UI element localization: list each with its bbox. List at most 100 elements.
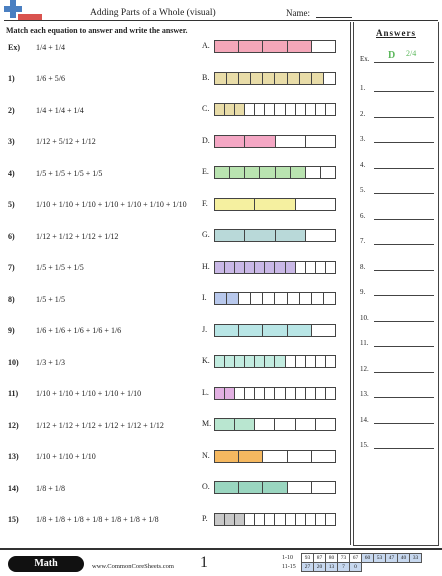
problem-equation: 1/3 + 1/3 — [36, 357, 65, 367]
bar-part-empty — [294, 197, 336, 211]
answer-row-label: 5. — [360, 186, 366, 194]
answer-line[interactable] — [374, 244, 434, 245]
answer-line[interactable] — [374, 371, 434, 373]
problem-row: 10) 1/3 + 1/3 — [8, 355, 65, 369]
answer-row-label: 13. — [360, 390, 369, 398]
score-table: 1-10 93 87 80 73 67 60 53 47 40 33 11-15 27 20 13 7 0 — [282, 552, 422, 572]
problem-number: 10) — [8, 357, 19, 367]
fraction-bar — [214, 355, 336, 368]
problem-row: 14) 1/8 + 1/8 — [8, 481, 65, 495]
problem-number: 6) — [8, 231, 15, 241]
problem-row: 4) 1/5 + 1/5 + 1/5 + 1/5 — [8, 166, 102, 180]
bar-part-empty — [310, 323, 336, 337]
answer-line[interactable] — [374, 193, 434, 194]
fraction-bar — [214, 449, 336, 463]
footer: Math www.CommonCoreSheets.com 1 1-10 93 87… — [0, 548, 442, 576]
bar-part-shaded — [262, 481, 288, 494]
problem-number: 9) — [8, 326, 15, 335]
answer-row-label: 14. — [360, 415, 369, 424]
bar-part-shaded — [274, 166, 291, 179]
answer-line[interactable] — [374, 422, 434, 424]
example-answer-fraction: 2/4 — [406, 49, 417, 58]
bar-part-shaded — [214, 40, 240, 53]
bar-letter: O. — [202, 482, 210, 491]
problem-row: 2) 1/4 + 1/4 + 1/4 — [8, 103, 84, 117]
problem-row: 6) 1/12 + 1/12 + 1/12 + 1/12 — [8, 229, 118, 243]
problem-number: 2) — [8, 105, 15, 115]
problem-number: Ex) — [8, 42, 20, 52]
problem-row: 13) 1/10 + 1/10 + 1/10 — [8, 450, 96, 464]
bar-part-empty — [310, 40, 336, 53]
answer-line[interactable] — [374, 91, 434, 92]
problem-row: 3) 1/12 + 5/12 + 1/12 — [8, 135, 96, 149]
math-badge: Math — [8, 556, 84, 572]
bar-letter: M. — [202, 419, 212, 428]
answers-title: Answers — [376, 28, 416, 38]
bar-part-empty — [319, 166, 336, 179]
answer-line[interactable] — [374, 269, 434, 271]
bar-part-empty — [304, 134, 336, 148]
header-divider — [4, 20, 438, 21]
bar-part-empty — [322, 71, 336, 85]
score-cell: 33 — [409, 552, 422, 563]
answer-line[interactable] — [374, 346, 434, 347]
answer-row-label: 15. — [360, 441, 369, 449]
problem-row: 1) 1/6 + 5/6 — [8, 72, 65, 86]
answer-line[interactable] — [374, 116, 434, 118]
bar-part-shaded — [214, 166, 231, 179]
bar-part-empty — [310, 481, 336, 494]
answer-line[interactable] — [374, 218, 434, 220]
bar-letter: D. — [202, 135, 210, 145]
example-answer-letter: D — [388, 50, 396, 61]
bar-letter: E. — [202, 167, 209, 176]
answer-row-label: 4. — [360, 160, 366, 169]
fraction-bar — [214, 292, 336, 305]
bar-part-shaded — [262, 323, 288, 337]
page-number: 1 — [200, 554, 208, 571]
name-field-line[interactable] — [316, 17, 352, 18]
bar-part-empty — [286, 481, 312, 494]
problem-number: 13) — [8, 452, 19, 461]
problem-equation: 1/6 + 5/6 — [36, 74, 65, 83]
problem-number: 12) — [8, 420, 19, 430]
problem-equation: 1/12 + 5/12 + 1/12 — [36, 137, 96, 146]
bar-part-shaded — [286, 323, 312, 337]
answer-row-label: 8. — [360, 262, 366, 271]
bar-letter: J. — [202, 324, 208, 334]
problem-row: 5) 1/10 + 1/10 + 1/10 + 1/10 + 1/10 + 1/1… — [8, 198, 187, 212]
bar-letter: P. — [202, 513, 208, 523]
bar-part-empty — [324, 512, 336, 526]
answer-line[interactable] — [374, 448, 434, 449]
name-label: Name: — [286, 8, 310, 18]
fraction-bar — [214, 260, 336, 274]
bar-letter: I. — [202, 293, 207, 302]
fraction-bar — [214, 512, 336, 526]
fraction-bar — [214, 229, 336, 242]
fraction-bar — [214, 386, 336, 400]
fraction-bar — [214, 481, 336, 494]
worksheet-title: Adding Parts of a Whole (visual) — [90, 8, 216, 18]
answer-line[interactable] — [374, 295, 434, 296]
bar-part-shaded — [214, 449, 240, 463]
answer-line[interactable] — [374, 142, 434, 143]
answer-line[interactable] — [374, 320, 434, 322]
problem-equation: 1/5 + 1/5 + 1/5 + 1/5 — [36, 168, 103, 178]
answer-row-label: 3. — [360, 135, 366, 143]
score-range-label: 11-15 — [282, 563, 296, 570]
bar-letter: B. — [202, 72, 210, 82]
answer-line[interactable] — [374, 167, 434, 169]
answer-row-label: 6. — [360, 211, 366, 220]
score-range-label: 1-10 — [282, 554, 293, 561]
fraction-bar — [214, 166, 336, 179]
problem-number: 3) — [8, 137, 15, 146]
bar-part-shaded — [214, 418, 236, 431]
bar-part-shaded — [229, 166, 246, 179]
problem-equation: 1/8 + 1/8 + 1/8 + 1/8 + 1/8 + 1/8 + 1/8 — [36, 515, 159, 524]
fraction-bar — [214, 323, 336, 337]
bar-part-empty — [310, 449, 336, 463]
problem-equation: 1/10 + 1/10 + 1/10 + 1/10 + 1/10 — [36, 389, 142, 398]
answer-line[interactable] — [374, 397, 434, 398]
fraction-bar — [214, 134, 336, 148]
problem-equation: 1/8 + 1/8 — [36, 483, 65, 493]
bar-part-shaded — [214, 229, 246, 242]
